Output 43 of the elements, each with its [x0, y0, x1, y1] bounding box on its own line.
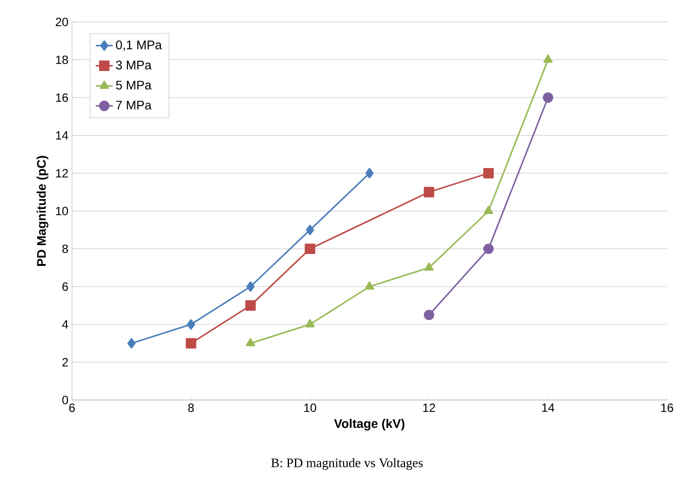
point: [424, 186, 434, 198]
legend-label: 3 MPa: [116, 60, 152, 70]
x-axis-title: Voltage (kV): [334, 418, 404, 430]
point: [186, 319, 196, 330]
x-tick-label: 14: [542, 404, 554, 412]
legend-label: 5 MPa: [116, 80, 152, 90]
x-tick-label: 6: [69, 404, 75, 412]
point: [364, 281, 374, 290]
point: [484, 206, 494, 214]
y-tick-label: 8: [62, 244, 68, 254]
point: [305, 319, 315, 328]
point: [424, 310, 434, 320]
y-tick-label: 6: [62, 282, 68, 291]
y-tick-label: 20: [56, 18, 68, 26]
point: [246, 338, 256, 346]
point: [424, 262, 434, 271]
x-tick-label: 16: [661, 404, 674, 412]
point: [127, 338, 136, 349]
point: [306, 224, 314, 236]
point: [542, 92, 554, 103]
point: [483, 244, 494, 254]
y-tick-label: 0: [62, 396, 68, 404]
x-tick-label: 12: [423, 404, 436, 412]
y-tick-label: 4: [62, 320, 68, 329]
x-tick-label: 8: [188, 404, 194, 412]
y-axis-title: PD Magnitude (pC): [36, 156, 48, 266]
point: [483, 168, 494, 178]
legend-label: 7 MPa: [116, 100, 152, 110]
text: B: PD magnitude vs Voltages: [271, 458, 423, 470]
y-tick-label: 16: [56, 93, 68, 102]
y-tick-label: 10: [56, 206, 68, 216]
y-tick-label: 12: [56, 169, 68, 178]
point: [246, 281, 255, 292]
point: [245, 300, 256, 311]
legend-label: 0,1 MPa: [116, 40, 162, 51]
point: [304, 244, 316, 254]
y-tick-label: 18: [56, 56, 68, 64]
point: [543, 54, 553, 63]
point: [365, 168, 374, 178]
point: [186, 338, 196, 349]
y-tick-label: 14: [56, 131, 68, 140]
y-tick-label: 2: [62, 358, 68, 366]
x-tick-label: 10: [304, 404, 316, 412]
